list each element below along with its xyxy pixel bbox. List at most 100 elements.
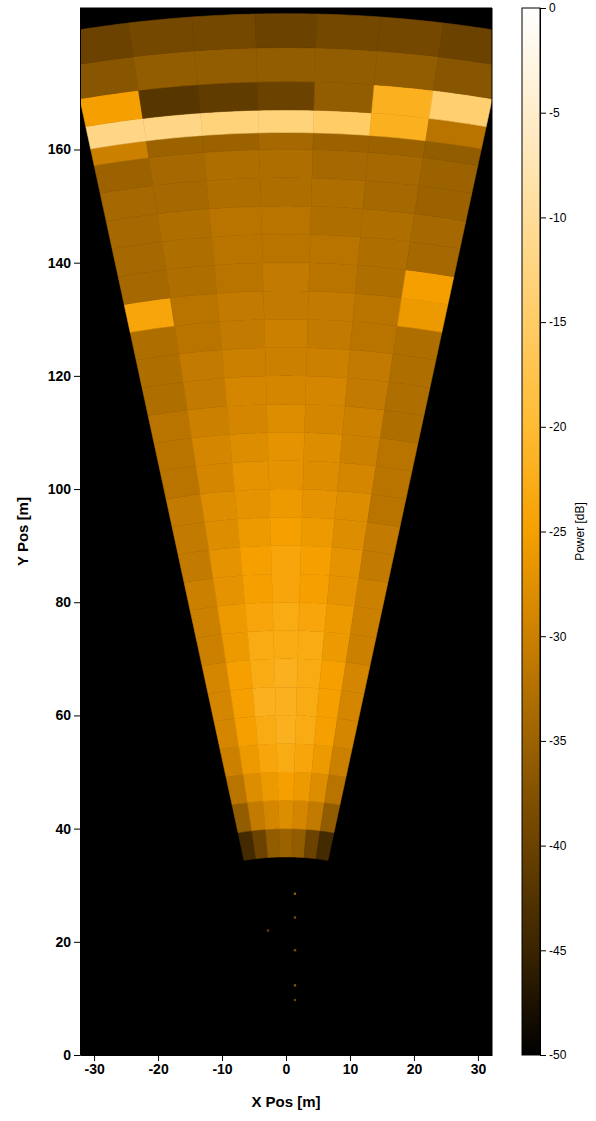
tick-mark [540,950,546,951]
tick-mark [540,322,546,323]
heatmap [80,14,492,1002]
heatmap-cell [311,178,365,209]
heatmap-cell [255,14,317,48]
tick: -45 [540,944,567,958]
heatmap-cell [172,522,209,554]
heatmap-cell [209,547,243,578]
chart: -30-20-100102030020406080100120140160X P… [0,0,596,1121]
heatmap-cell [208,690,234,721]
tick: 40 [55,821,80,837]
tick-mark [74,829,80,830]
heatmap-cell [309,235,360,266]
tick-label: 60 [55,707,71,723]
heatmap-cell [222,348,266,378]
heatmap-cell [342,406,384,438]
tick-mark [74,1055,80,1056]
heatmap-cell [206,178,260,209]
heatmap-cell [166,265,217,298]
tick: 20 [407,1055,423,1077]
heatmap-cell [226,660,253,690]
heatmap-cell [263,263,310,292]
heatmap-cell [202,662,230,693]
heatmap-cell [274,659,297,687]
tick-label: -10 [212,1061,232,1077]
tick-label: 40 [55,821,71,837]
heatmap-cell [308,291,355,321]
heatmap-cell [360,209,414,242]
heatmap-cell [195,48,258,85]
heatmap-cell [162,237,214,270]
heatmap-cell [240,546,272,576]
heatmap-cell [325,775,346,805]
tick-label: 160 [48,141,72,157]
heatmap-cell [439,23,492,65]
heatmap-cell [160,466,200,499]
heatmap-cell [192,434,232,466]
heatmap-cell [255,716,277,745]
return-point [294,984,297,987]
tick-mark [74,149,80,150]
tick: -25 [540,525,567,539]
tick: 0 [63,1047,80,1063]
heatmap-cell [316,14,381,51]
heatmap-cell [363,522,400,554]
tick-mark [74,263,80,264]
heatmap-cell [337,463,376,494]
heatmap-cell [235,717,258,747]
heatmap-cell [196,463,235,494]
x-axis-title: X Pos [m] [251,1093,320,1110]
heatmap-cell [366,152,424,185]
tick-mark [540,741,546,742]
heatmap-cell [302,489,337,519]
heatmap-cell [324,604,354,635]
heatmap-cell [245,602,273,632]
tick-mark [74,942,80,943]
heatmap-cell [294,744,314,773]
heatmap-cell [322,632,350,663]
heatmap-cell [260,772,278,801]
heatmap-cell [346,634,376,665]
tick-mark [540,846,546,847]
heatmap-cell [300,546,332,576]
heatmap-cell [273,602,300,630]
return-point [294,949,297,952]
heatmap-cell [178,550,213,582]
heatmap-cell [372,85,434,119]
tick-label: -35 [549,734,567,748]
heatmap-cell [267,404,306,433]
heatmap-cell [202,133,259,153]
heatmap-cell [269,489,302,517]
heatmap-cell [315,48,378,85]
tick: -30 [84,1055,104,1077]
heatmap-cell [187,406,229,438]
tick-label: -15 [549,315,567,329]
heatmap-cell [345,378,389,410]
heatmap-cell [306,348,350,378]
heatmap-cell [299,602,327,632]
tick-mark [540,532,546,533]
heatmap-cell [320,803,340,833]
tick-label: -5 [549,106,560,120]
heatmap-cell [327,575,359,606]
tick-mark [74,602,80,603]
heatmap-cell [350,606,382,638]
return-point [294,916,297,919]
heatmap-cell [303,461,340,491]
tick: 80 [55,594,80,610]
tick: -30 [540,630,567,644]
tick-label: -50 [549,1048,567,1062]
tick-label: 20 [55,934,71,950]
heatmap-cell [154,438,196,471]
tick-label: 80 [55,594,71,610]
heatmap-cell [175,322,222,354]
heatmap-cell [263,291,308,320]
heatmap-cell [278,800,293,828]
tick-mark [540,113,546,114]
heatmap-cell [256,48,316,82]
heatmap-cell [266,376,306,405]
heatmap-cell [214,263,263,293]
plot-frame [80,8,492,1055]
heatmap-cell [265,348,307,377]
heatmap-cell [376,438,418,471]
tick: 120 [48,368,80,384]
